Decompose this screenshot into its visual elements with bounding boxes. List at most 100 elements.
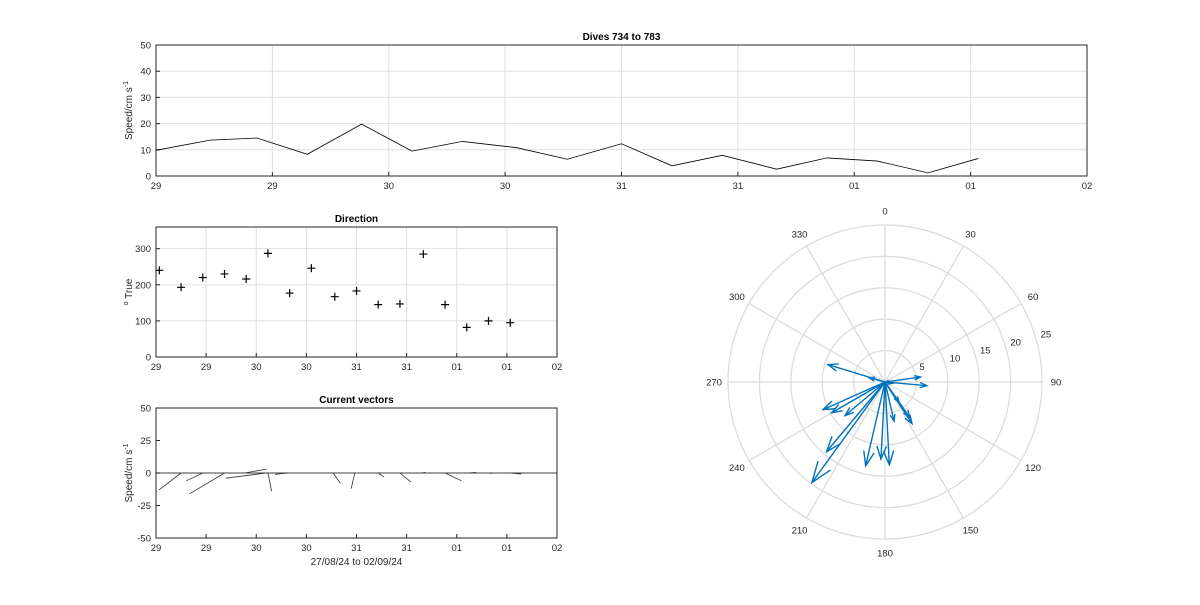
y-tick-label: 100 (135, 316, 151, 327)
current-arrow-head (882, 450, 895, 467)
current-arrow (884, 381, 911, 418)
x-tick-label: 31 (401, 362, 412, 373)
current-vector (158, 472, 182, 491)
direction-point (242, 275, 251, 283)
radius-label: 5 (919, 362, 924, 373)
direction-point (462, 323, 471, 332)
theta-label: 120 (1025, 463, 1041, 474)
theta-label: 240 (729, 463, 745, 474)
polar-spoke (805, 245, 886, 383)
y-axis-label-superscript: -1 (123, 443, 130, 449)
x-tick-label: 01 (502, 362, 513, 373)
y-axis-label-superscript: -1 (123, 81, 130, 87)
current-arrow (884, 381, 927, 387)
current-vector (510, 472, 522, 475)
polar-spoke (748, 302, 886, 383)
theta-label: 60 (1028, 292, 1039, 303)
current-arrow-head (903, 409, 912, 420)
current-arrow (811, 381, 886, 484)
y-axis-label-text: True (124, 278, 135, 301)
y-tick-label: 25 (140, 436, 151, 447)
theta-label: 0 (882, 207, 887, 218)
direction-point (441, 300, 450, 309)
x-tick-label: 30 (500, 181, 511, 192)
y-tick-label: 50 (140, 404, 151, 415)
direction-point (330, 292, 339, 301)
speed-series-line (155, 123, 979, 174)
current-arrow (825, 381, 886, 453)
x-tick-label: 29 (151, 543, 162, 554)
current-vector (468, 471, 476, 474)
chart-title: Dives 734 to 783 (583, 32, 661, 43)
current-vector (189, 472, 225, 495)
x-tick-label: 30 (251, 543, 262, 554)
x-tick-label: 01 (451, 543, 462, 554)
radius-label: 25 (1041, 329, 1052, 340)
theta-label: 300 (729, 292, 745, 303)
y-tick-label: -50 (137, 534, 151, 545)
current-vector (186, 472, 203, 482)
y-tick-label: 50 (140, 41, 151, 52)
x-tick-label: 30 (251, 362, 262, 373)
radius-label: 15 (980, 346, 991, 357)
polar-spoke (884, 302, 1022, 383)
x-tick-label: 01 (849, 181, 860, 192)
current-arrow (884, 381, 891, 465)
direction-point (484, 316, 493, 325)
x-tick-label: 29 (267, 181, 278, 192)
current-arrow-head (863, 450, 875, 468)
y-tick-label: 0 (146, 469, 151, 480)
theta-label: 210 (792, 526, 808, 537)
polar-spoke (884, 381, 1022, 462)
current-vector (267, 472, 273, 492)
y-tick-label: 300 (135, 244, 151, 255)
x-tick-label: 29 (201, 362, 212, 373)
current-vector (399, 472, 412, 483)
x-tick-label: 01 (451, 362, 462, 373)
theta-label: 180 (877, 549, 893, 560)
x-tick-label: 02 (552, 362, 563, 373)
direction-point (177, 283, 186, 292)
x-tick-label: 01 (965, 181, 976, 192)
theta-label: 30 (965, 229, 976, 240)
current-arrow-head (810, 460, 831, 485)
polar-spoke (884, 381, 965, 519)
x-tick-label: 31 (616, 181, 627, 192)
y-tick-label: 10 (140, 145, 151, 156)
x-tick-label: 30 (301, 362, 312, 373)
y-axis-label: Speed/cm s-1 (123, 81, 135, 140)
y-axis-label: Speed/cm s-1 (123, 443, 135, 502)
direction-point (374, 300, 383, 309)
current-arrow-head (919, 381, 929, 389)
polar-spoke (884, 245, 965, 383)
y-tick-label: 30 (140, 93, 151, 104)
current-arrow-head (913, 374, 923, 381)
polar-spoke (805, 381, 886, 519)
current-arrow-head (821, 400, 836, 411)
y-tick-label: 200 (135, 280, 151, 291)
direction-point (263, 249, 272, 258)
x-axis-label: 27/08/24 to 02/09/24 (311, 557, 403, 568)
current-arrow (884, 381, 895, 422)
current-vector (244, 468, 267, 474)
current-arrow (831, 381, 886, 414)
y-tick-label: 0 (146, 353, 151, 364)
x-tick-label: 31 (733, 181, 744, 192)
theta-label: 150 (963, 526, 979, 537)
y-tick-label: 0 (146, 172, 151, 183)
current-arrow-head (867, 376, 876, 382)
theta-label: 270 (706, 378, 722, 389)
chart-panel-3: 0 30 60 90 120 150 180 210 240 270 300 330 5 10 15 20 25 (706, 207, 1061, 560)
x-tick-label: 29 (151, 362, 162, 373)
y-tick-label: 40 (140, 67, 151, 78)
y-tick-label: -25 (137, 501, 151, 512)
current-arrow-head (843, 407, 855, 417)
x-tick-label: 29 (151, 181, 162, 192)
direction-point (419, 250, 428, 259)
current-arrow (884, 376, 921, 383)
x-tick-label: 29 (201, 543, 212, 554)
y-axis-label: o True (123, 278, 135, 305)
chart-title: Current vectors (319, 395, 394, 406)
theta-label: 330 (792, 229, 808, 240)
direction-point (395, 299, 404, 308)
